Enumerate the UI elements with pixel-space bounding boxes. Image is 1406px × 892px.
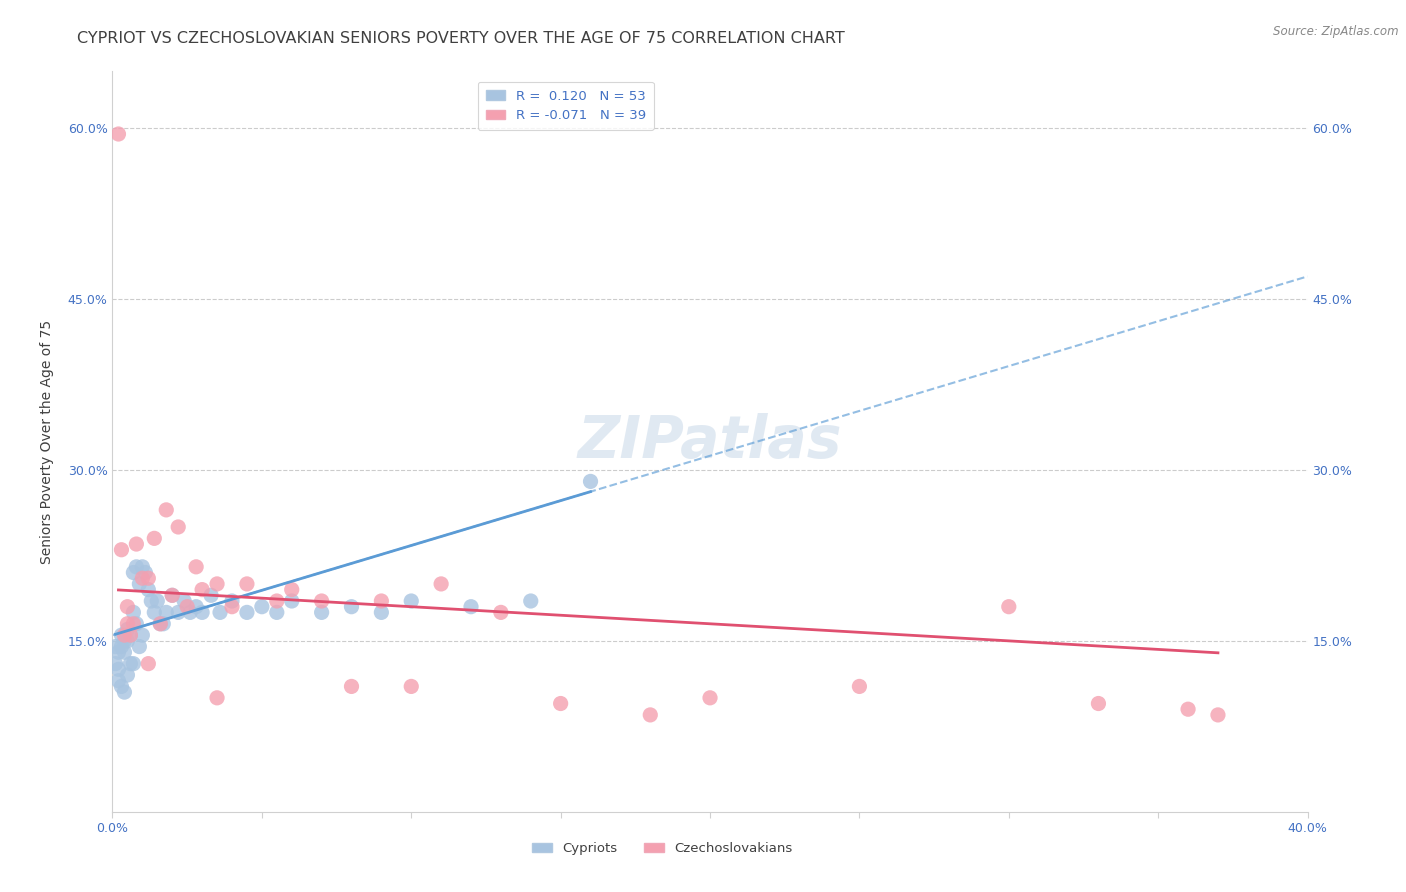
Text: Source: ZipAtlas.com: Source: ZipAtlas.com bbox=[1274, 25, 1399, 38]
Point bbox=[250, 599, 273, 614]
Point bbox=[205, 577, 228, 591]
Point bbox=[167, 520, 190, 534]
Point bbox=[550, 697, 572, 711]
Point bbox=[122, 606, 145, 620]
Legend: Cypriots, Czechoslovakians: Cypriots, Czechoslovakians bbox=[527, 837, 797, 861]
Point bbox=[640, 707, 662, 722]
Point bbox=[401, 594, 423, 608]
Point bbox=[104, 657, 127, 671]
Point bbox=[162, 588, 183, 602]
Point bbox=[699, 690, 721, 705]
Point bbox=[146, 594, 169, 608]
Point bbox=[149, 616, 172, 631]
Y-axis label: Seniors Poverty Over the Age of 75: Seniors Poverty Over the Age of 75 bbox=[39, 319, 53, 564]
Point bbox=[131, 559, 153, 574]
Point bbox=[114, 645, 135, 659]
Point bbox=[236, 606, 259, 620]
Point bbox=[149, 616, 172, 631]
Point bbox=[104, 640, 127, 654]
Point bbox=[114, 685, 135, 699]
Point bbox=[110, 640, 132, 654]
Point bbox=[120, 657, 142, 671]
Point bbox=[186, 559, 208, 574]
Point bbox=[370, 606, 392, 620]
Point bbox=[110, 542, 132, 557]
Point bbox=[281, 594, 304, 608]
Point bbox=[138, 571, 160, 585]
Point bbox=[167, 606, 190, 620]
Point bbox=[176, 599, 198, 614]
Point bbox=[266, 594, 288, 608]
Point bbox=[489, 606, 512, 620]
Point bbox=[266, 606, 288, 620]
Point bbox=[107, 662, 129, 676]
Point bbox=[122, 616, 145, 631]
Point bbox=[236, 577, 259, 591]
Point bbox=[117, 633, 139, 648]
Point bbox=[221, 594, 243, 608]
Text: CYPRIOT VS CZECHOSLOVAKIAN SENIORS POVERTY OVER THE AGE OF 75 CORRELATION CHART: CYPRIOT VS CZECHOSLOVAKIAN SENIORS POVER… bbox=[77, 31, 845, 46]
Point bbox=[191, 606, 214, 620]
Point bbox=[370, 594, 392, 608]
Point bbox=[141, 594, 163, 608]
Point bbox=[114, 628, 135, 642]
Point bbox=[155, 503, 177, 517]
Point bbox=[1177, 702, 1199, 716]
Point bbox=[143, 532, 166, 546]
Text: ZIPatlas: ZIPatlas bbox=[578, 413, 842, 470]
Point bbox=[110, 680, 132, 694]
Point bbox=[205, 690, 228, 705]
Point bbox=[110, 628, 132, 642]
Point bbox=[200, 588, 222, 602]
Point bbox=[311, 594, 333, 608]
Point bbox=[131, 628, 153, 642]
Point bbox=[134, 566, 156, 580]
Point bbox=[998, 599, 1021, 614]
Point bbox=[120, 628, 142, 642]
Point bbox=[430, 577, 453, 591]
Point bbox=[125, 559, 148, 574]
Point bbox=[117, 599, 139, 614]
Point bbox=[1087, 697, 1109, 711]
Point bbox=[131, 571, 153, 585]
Point bbox=[107, 127, 129, 141]
Point bbox=[138, 657, 160, 671]
Point bbox=[579, 475, 602, 489]
Point bbox=[114, 633, 135, 648]
Point bbox=[120, 628, 142, 642]
Point bbox=[122, 566, 145, 580]
Point bbox=[221, 599, 243, 614]
Point bbox=[107, 645, 129, 659]
Point bbox=[281, 582, 304, 597]
Point bbox=[460, 599, 482, 614]
Point bbox=[152, 616, 174, 631]
Point bbox=[401, 680, 423, 694]
Point bbox=[128, 577, 150, 591]
Point bbox=[173, 594, 195, 608]
Point bbox=[122, 657, 145, 671]
Point bbox=[186, 599, 208, 614]
Point bbox=[107, 673, 129, 688]
Point bbox=[125, 537, 148, 551]
Point bbox=[179, 606, 201, 620]
Point bbox=[311, 606, 333, 620]
Point bbox=[138, 582, 160, 597]
Point bbox=[340, 680, 363, 694]
Point bbox=[209, 606, 232, 620]
Point bbox=[125, 616, 148, 631]
Point bbox=[520, 594, 543, 608]
Point bbox=[117, 668, 139, 682]
Point bbox=[117, 616, 139, 631]
Point bbox=[191, 582, 214, 597]
Point bbox=[340, 599, 363, 614]
Point bbox=[162, 588, 183, 602]
Point bbox=[117, 623, 139, 637]
Point bbox=[155, 606, 177, 620]
Point bbox=[128, 640, 150, 654]
Point bbox=[1206, 707, 1229, 722]
Point bbox=[143, 606, 166, 620]
Point bbox=[848, 680, 870, 694]
